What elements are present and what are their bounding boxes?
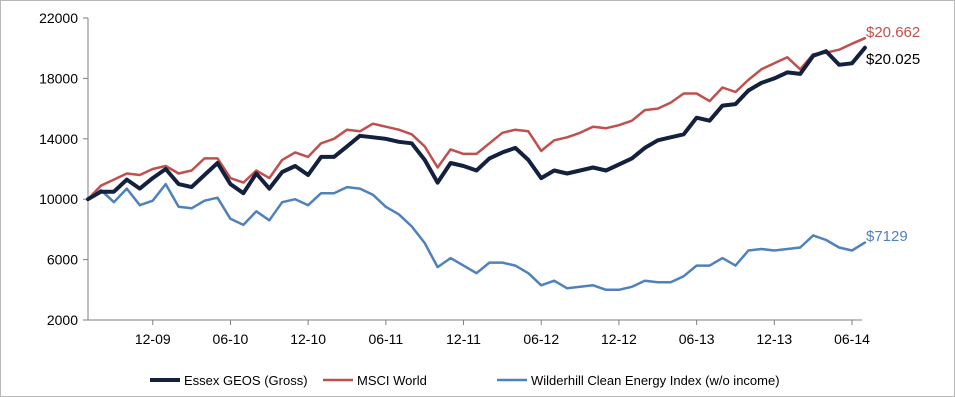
x-tick-label: 06-14 — [834, 331, 870, 347]
series-line-1 — [86, 36, 867, 201]
legend-label: MSCI World — [357, 373, 427, 388]
y-tick-label: 6000 — [47, 252, 78, 268]
x-tick-label: 06-11 — [368, 331, 403, 347]
y-tick-label: 18000 — [39, 70, 78, 86]
legend-label: Wilderhill Clean Energy Index (w/o incom… — [531, 373, 780, 388]
legend-label: Essex GEOS (Gross) — [184, 373, 308, 388]
series-line-2 — [86, 182, 867, 292]
y-tick-label: 2000 — [47, 312, 78, 328]
x-tick-label: 12-12 — [601, 331, 637, 347]
x-tick-label: 06-10 — [213, 331, 249, 347]
end-value-label-1: $20.662 — [866, 24, 920, 41]
x-tick-label: 06-13 — [679, 331, 715, 347]
series-line-0 — [86, 45, 867, 202]
y-tick-label: 10000 — [39, 191, 78, 207]
x-tick-label: 12-10 — [290, 331, 326, 347]
legend: Essex GEOS (Gross) MSCI World Wilderhill C… — [150, 373, 780, 388]
x-axis-ticks: 12-09 06-10 12-10 06-11 12-11 06-12 12-12 06-13… — [135, 320, 870, 347]
x-tick-label: 12-11 — [446, 331, 481, 347]
end-labels: $20.025 $20.662 $7129 — [866, 24, 920, 245]
x-tick-label: 06-12 — [523, 331, 559, 347]
x-tick-label: 12-09 — [135, 331, 171, 347]
x-tick-label: 12-13 — [756, 331, 792, 347]
series-lines — [86, 36, 867, 292]
end-value-label-2: $7129 — [866, 228, 908, 245]
y-tick-label: 22000 — [39, 10, 78, 26]
y-axis-ticks: 2000 6000 10000 14000 18000 22000 — [39, 10, 88, 328]
end-value-label-0: $20.025 — [866, 51, 920, 68]
y-tick-label: 14000 — [39, 131, 78, 147]
